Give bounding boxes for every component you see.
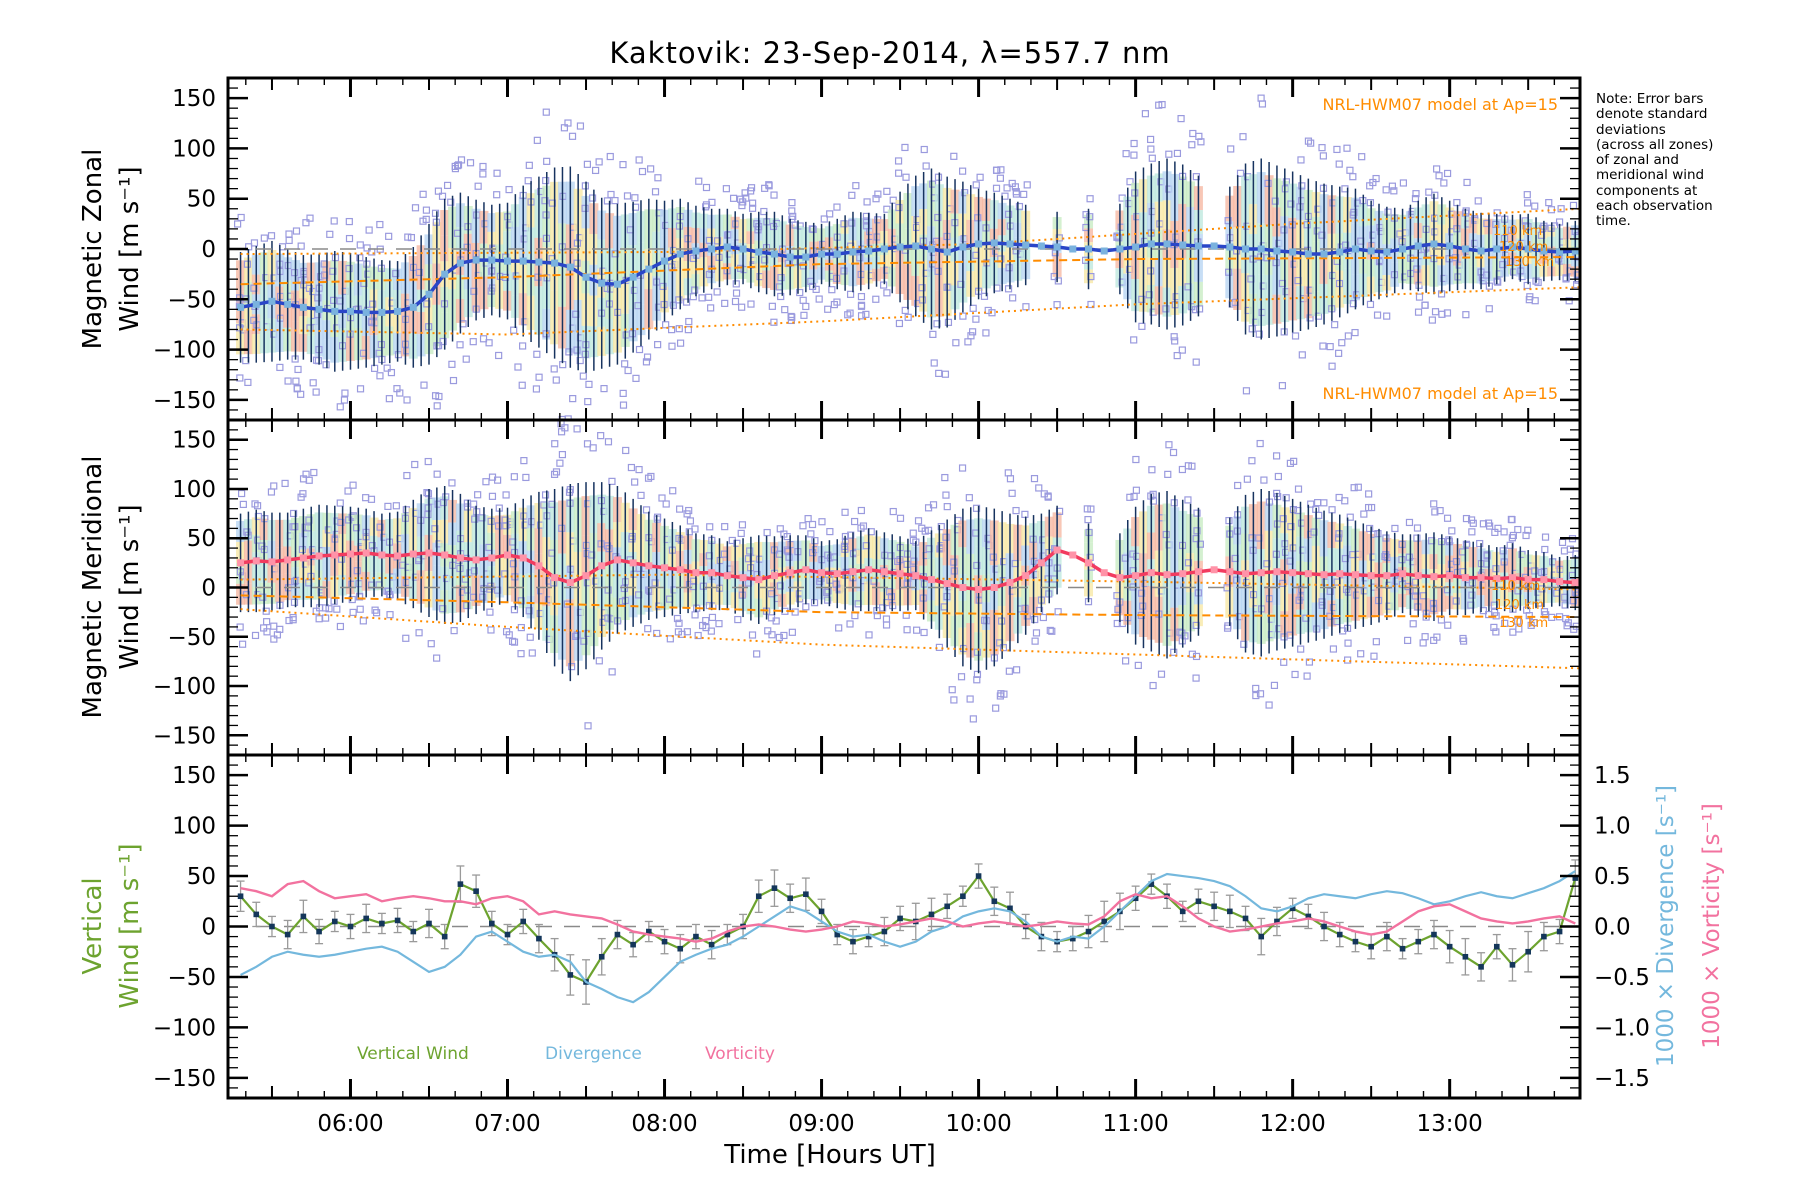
altitude-label-130km-meridional: 130 km: [1499, 616, 1549, 631]
panel-1-model_130km: [240, 286, 1580, 336]
altitude-label-120km-zonal: 120 km: [1499, 240, 1549, 255]
svg-text:−1.5: −1.5: [1594, 1066, 1650, 1092]
svg-text:50: 50: [187, 187, 216, 213]
panel-2-model_110km: [240, 573, 1580, 591]
y-label-divergence: 1000 × Divergence [s⁻¹]: [1653, 784, 1679, 1068]
svg-text:1.0: 1.0: [1594, 814, 1631, 840]
svg-text:−1.0: −1.0: [1594, 1015, 1650, 1041]
model-annotation-zonal: NRL-HWM07 model at Ap=15: [1322, 95, 1558, 114]
svg-text:−50: −50: [167, 965, 216, 991]
svg-text:50: 50: [187, 526, 216, 552]
svg-text:0: 0: [201, 915, 216, 941]
panel-2-model_120km: [240, 594, 1580, 619]
x-tick-label: 07:00: [474, 1111, 540, 1137]
altitude-label-120km-meridional: 120 km: [1495, 598, 1545, 613]
y-label-zonal-line1: Magnetic Zonal: [78, 148, 108, 350]
x-tick-label: 11:00: [1102, 1111, 1168, 1137]
panel-3-content: [228, 859, 1580, 1005]
svg-text:100: 100: [172, 136, 216, 162]
svg-text:−150: −150: [153, 723, 216, 749]
chart-title: Kaktovik: 23-Sep-2014, λ=557.7 nm: [609, 36, 1171, 70]
panel-3-frame: −150 −1.5 −100 −1.0 −50 −0.5 0 0.0 50 0.5 100 1.0 15…: [153, 753, 1650, 1100]
y-label-vertical-line1: Vertical: [78, 877, 108, 975]
svg-text:−0.5: −0.5: [1594, 965, 1650, 991]
x-axis-title: Time [Hours UT]: [724, 1140, 936, 1170]
svg-text:100: 100: [172, 814, 216, 840]
svg-text:150: 150: [172, 428, 216, 454]
svg-text:−50: −50: [167, 287, 216, 313]
svg-text:150: 150: [172, 86, 216, 112]
altitude-label-110km-zonal: 110 km: [1493, 224, 1543, 239]
svg-text:−100: −100: [153, 338, 216, 364]
legend-vertical-wind: Vertical Wind: [357, 1044, 469, 1064]
altitude-label-110km-meridional: 110 km: [1491, 579, 1541, 594]
altitude-label-130km-zonal: 130 km: [1505, 255, 1555, 270]
error-bar-note: Note: Error bars denote standard deviati…: [1596, 91, 1714, 229]
panel-1-frame: −150 −100 −50 0 50 100 150: [153, 76, 1582, 422]
svg-text:−150: −150: [153, 1066, 216, 1092]
x-tick-label: 08:00: [631, 1111, 697, 1137]
legend-vorticity: Vorticity: [705, 1044, 775, 1064]
vorticity-line: [240, 879, 1576, 943]
x-tick-label: 13:00: [1417, 1111, 1483, 1137]
panel-2-content: [228, 420, 1580, 730]
svg-text:50: 50: [187, 864, 216, 890]
svg-text:100: 100: [172, 477, 216, 503]
svg-text:0.5: 0.5: [1594, 864, 1631, 890]
legend-divergence: Divergence: [545, 1044, 642, 1064]
x-tick-label: 06:00: [317, 1111, 383, 1137]
divergence-line: [240, 870, 1576, 1004]
svg-text:−100: −100: [153, 674, 216, 700]
svg-text:0: 0: [201, 237, 216, 263]
x-tick-label: 10:00: [945, 1111, 1011, 1137]
svg-text:1.5: 1.5: [1594, 763, 1631, 789]
svg-text:150: 150: [172, 763, 216, 789]
model-annotation-meridional: NRL-HWM07 model at Ap=15: [1322, 384, 1558, 403]
y-label-vertical-line2: Wind [m s⁻¹]: [115, 843, 145, 1009]
svg-text:0: 0: [201, 576, 216, 602]
svg-text:−50: −50: [167, 625, 216, 651]
panel-2-model_130km: [240, 608, 1580, 670]
panel-1-model_120km: [240, 256, 1580, 286]
svg-text:−150: −150: [153, 388, 216, 414]
vertical-wind-line: [239, 874, 1577, 984]
panel-1-content: [228, 94, 1580, 420]
y-label-zonal-line2: Wind [m s⁻¹]: [115, 166, 145, 332]
y-label-vorticity: 1000 × Vorticity [s⁻¹]: [1699, 803, 1725, 1049]
x-tick-label: 09:00: [788, 1111, 854, 1137]
svg-text:0.0: 0.0: [1594, 915, 1631, 941]
y-label-meridional-line1: Magnetic Meridional: [78, 455, 108, 719]
x-tick-label: 12:00: [1259, 1111, 1325, 1137]
svg-text:−100: −100: [153, 1015, 216, 1041]
y-label-meridional-line2: Wind [m s⁻¹]: [115, 504, 145, 670]
